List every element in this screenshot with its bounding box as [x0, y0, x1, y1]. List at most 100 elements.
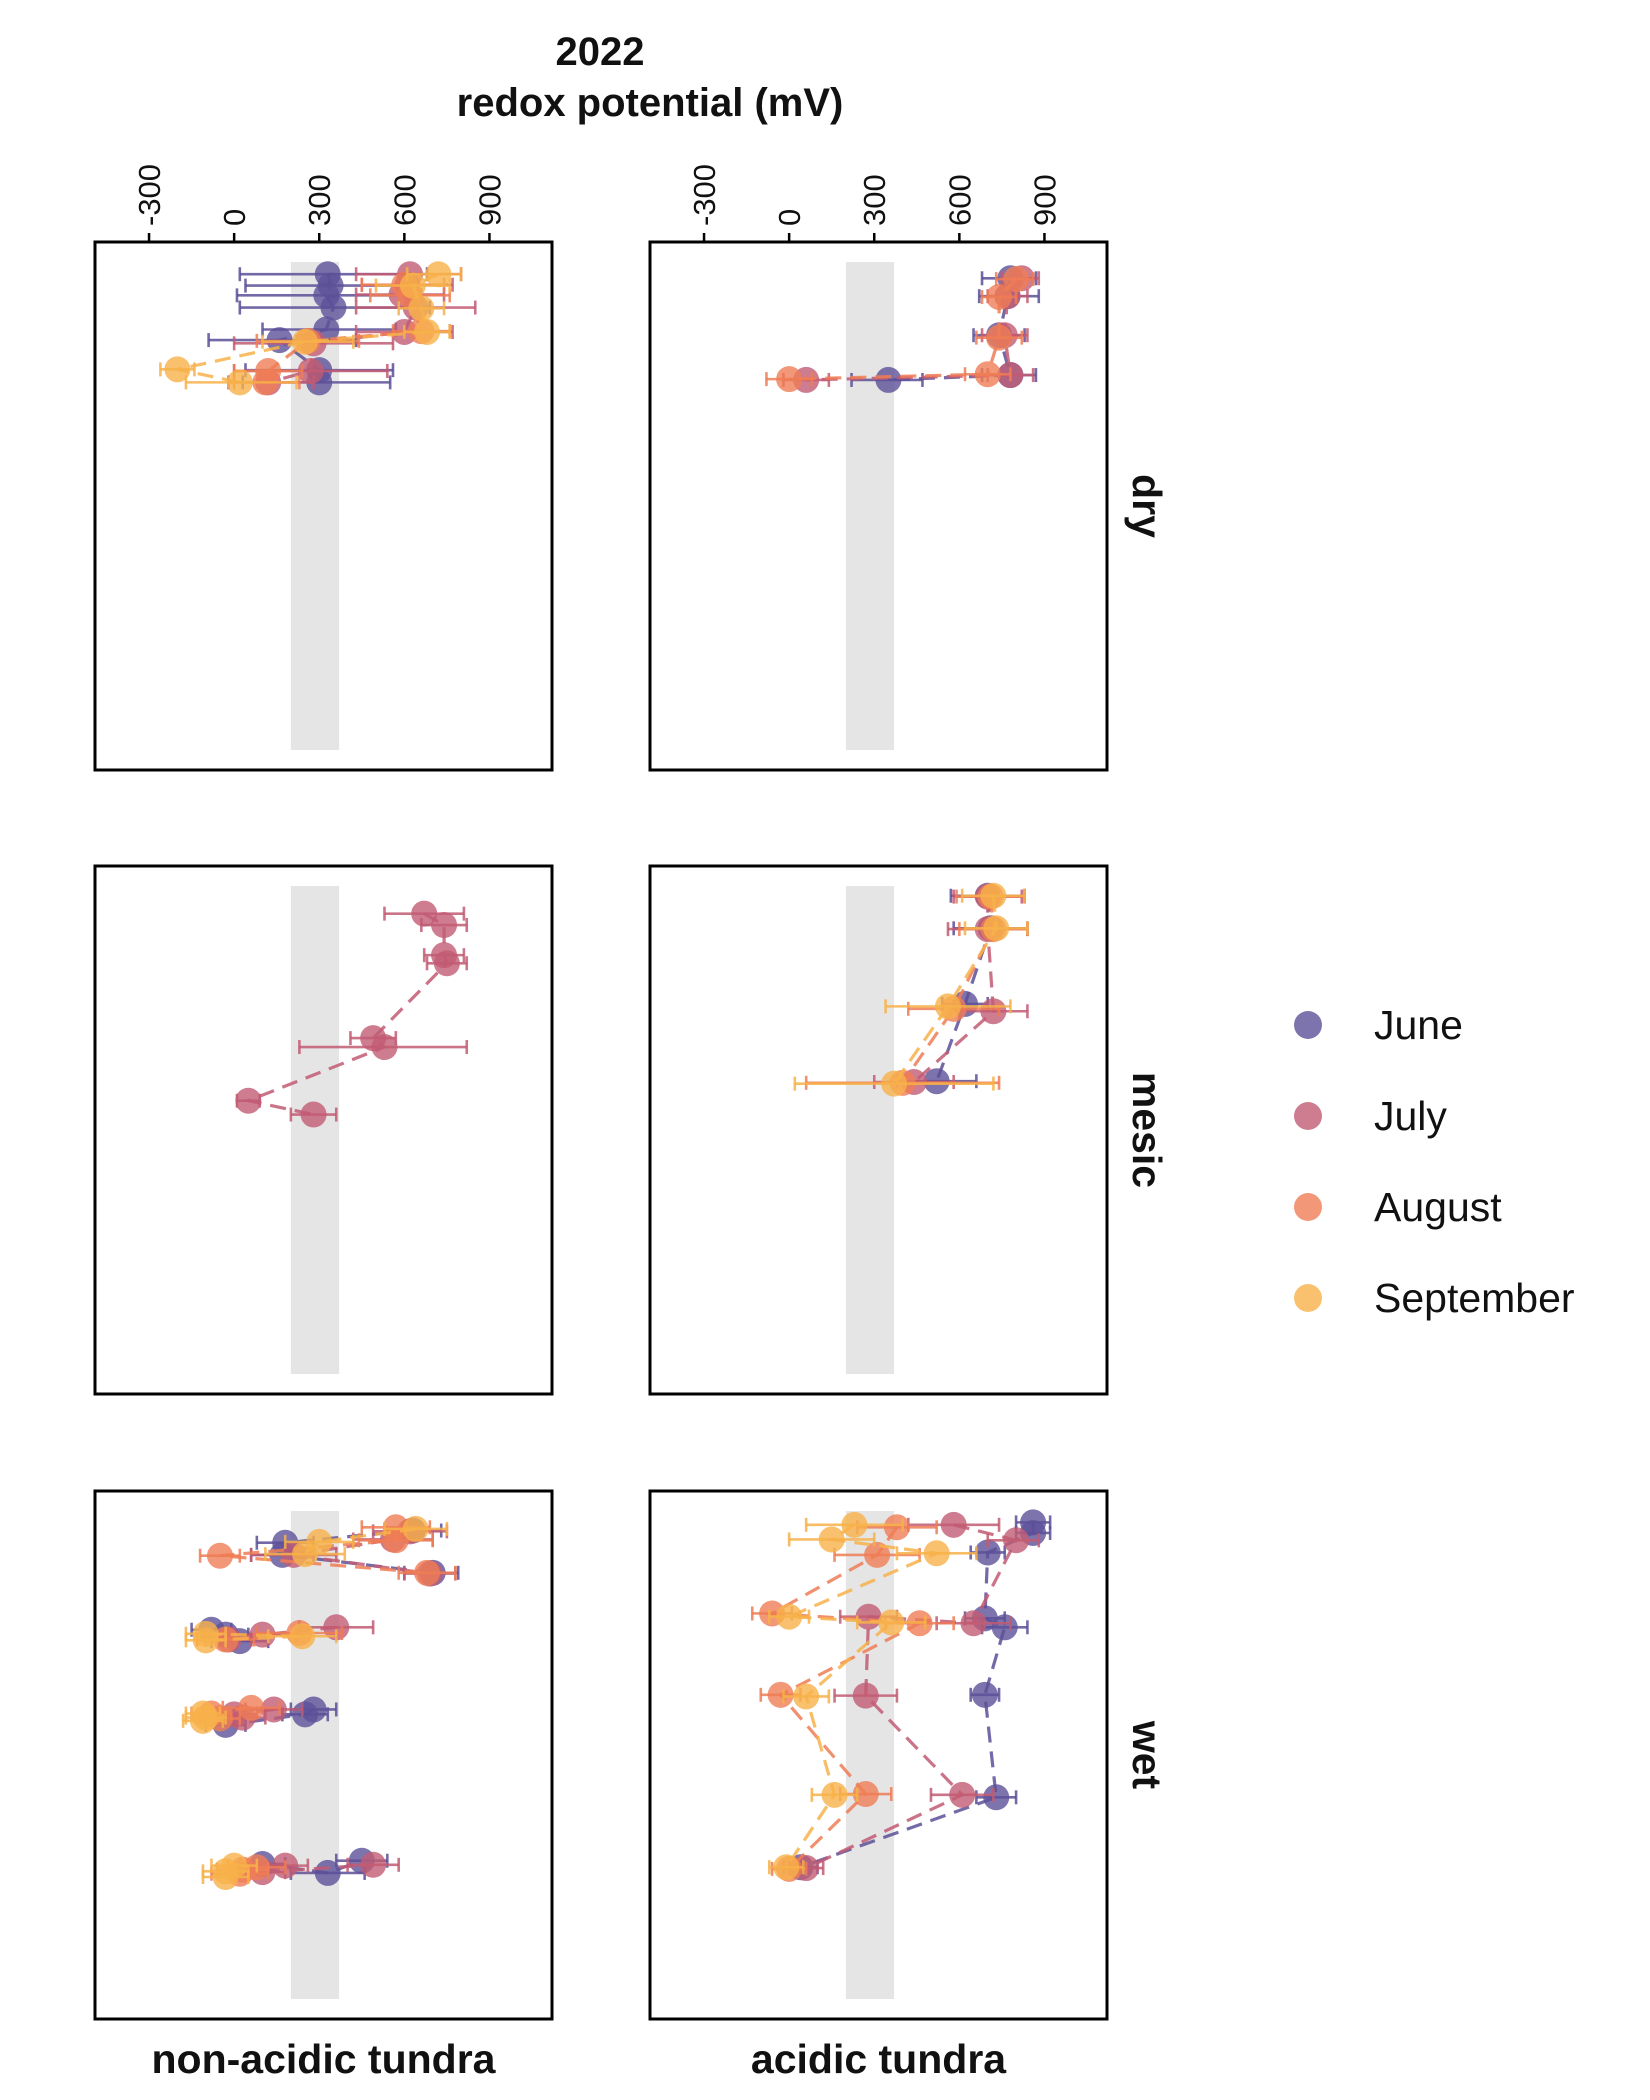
data-point	[360, 1851, 387, 1878]
series-august	[804, 883, 1029, 1096]
series-line	[901, 896, 996, 1084]
data-point	[431, 912, 458, 939]
panel-mesic-acidic-tundra	[648, 864, 1109, 1396]
data-point	[226, 369, 253, 396]
row-label-wet: wet	[1124, 1720, 1170, 1790]
series-september	[181, 1515, 449, 1890]
data-point	[776, 366, 803, 393]
reference-band	[845, 886, 895, 1374]
data-point	[875, 366, 902, 393]
series-july	[872, 883, 1029, 1096]
legend-marker-june	[1294, 1011, 1322, 1039]
data-point	[983, 915, 1010, 942]
data-point	[414, 318, 441, 345]
data-point	[773, 1854, 800, 1881]
column-label-non-acidic-tundra: non-acidic tundra	[152, 2036, 497, 2082]
data-point	[402, 1515, 429, 1542]
panel-frame	[93, 864, 554, 1396]
series-line	[892, 895, 998, 1085]
reference-band	[290, 1511, 340, 1999]
legend-label-august: August	[1374, 1184, 1502, 1230]
series-july	[235, 900, 469, 1128]
data-point	[314, 1859, 341, 1886]
panel-wet-acidic-tundra	[648, 1489, 1109, 2021]
data-point	[425, 261, 452, 288]
panel-frame	[648, 1489, 1109, 2021]
data-point	[414, 1559, 441, 1586]
data-point	[1003, 1527, 1030, 1554]
data-point	[980, 882, 1007, 909]
data-point	[949, 1781, 976, 1808]
series-september	[767, 1511, 978, 1881]
data-point	[864, 1541, 891, 1568]
data-point	[164, 356, 191, 383]
panel-frame	[93, 1489, 554, 2021]
panel-wet-non-acidic-tundra	[93, 1489, 554, 2021]
reference-band	[845, 1511, 895, 1999]
data-point	[980, 998, 1007, 1025]
x-tick-label: 0	[772, 209, 807, 226]
panel-dry-acidic-tundra: -300 0 300 600 900	[648, 164, 1109, 772]
series-june	[782, 1509, 1052, 1881]
series-line	[205, 1632, 303, 1642]
x-tick-label: -300	[687, 164, 722, 226]
plot-layer: -300 0 300 600 900 -300 0 300 600 900 non-acidic t…	[93, 164, 1170, 2082]
series-line	[935, 895, 993, 1082]
data-point	[292, 328, 319, 355]
legend: June July August September	[1294, 1002, 1575, 1321]
data-point	[408, 295, 435, 322]
data-point	[192, 1627, 219, 1654]
data-point	[991, 1614, 1018, 1641]
data-point	[974, 1539, 1001, 1566]
series-august	[765, 266, 1035, 393]
data-point	[821, 1781, 848, 1808]
series-september	[793, 882, 1029, 1097]
data-point	[852, 1781, 879, 1808]
data-point	[935, 993, 961, 1020]
data-point	[292, 1701, 319, 1728]
x-tick-label: -300	[132, 164, 167, 226]
data-point	[767, 1681, 794, 1708]
data-point	[960, 1610, 987, 1637]
x-tick-label: 300	[302, 174, 337, 226]
data-point	[983, 1784, 1010, 1811]
data-point	[212, 1864, 239, 1890]
data-point	[399, 272, 426, 299]
legend-marker-august	[1294, 1193, 1322, 1221]
data-point	[206, 1542, 233, 1569]
data-point	[971, 1681, 998, 1708]
x-axis-title: redox potential (mV)	[457, 81, 844, 125]
x-tick-label: 600	[942, 174, 977, 226]
data-point	[776, 1603, 803, 1630]
panel-dry-non-acidic-tundra: -300 0 300 600 900	[93, 164, 554, 772]
data-point	[883, 1514, 910, 1541]
data-point	[855, 1603, 882, 1630]
legend-marker-september	[1294, 1284, 1322, 1312]
reference-band	[845, 262, 895, 750]
data-point	[841, 1511, 868, 1538]
row-label-dry: dry	[1124, 474, 1170, 538]
data-point	[411, 900, 438, 927]
data-point	[371, 1034, 398, 1061]
data-point	[300, 1101, 327, 1128]
data-point	[793, 1683, 820, 1710]
data-point	[986, 283, 1013, 310]
data-point	[923, 1540, 950, 1567]
data-point	[974, 361, 1001, 388]
data-point	[986, 324, 1013, 351]
x-tick-label: 600	[387, 174, 422, 226]
data-point	[818, 1526, 845, 1553]
panel-frame	[648, 240, 1109, 772]
data-point	[881, 1070, 908, 1097]
x-tick-label: 900	[1027, 174, 1062, 226]
series-line	[242, 912, 449, 1117]
data-point	[189, 1707, 216, 1734]
data-point	[292, 1541, 319, 1568]
legend-label-july: July	[1374, 1093, 1447, 1139]
panel-mesic-non-acidic-tundra	[93, 864, 554, 1396]
data-point	[320, 294, 347, 321]
row-label-mesic: mesic	[1124, 1072, 1170, 1188]
series-september	[159, 261, 463, 396]
x-tick-label: 0	[217, 209, 252, 226]
